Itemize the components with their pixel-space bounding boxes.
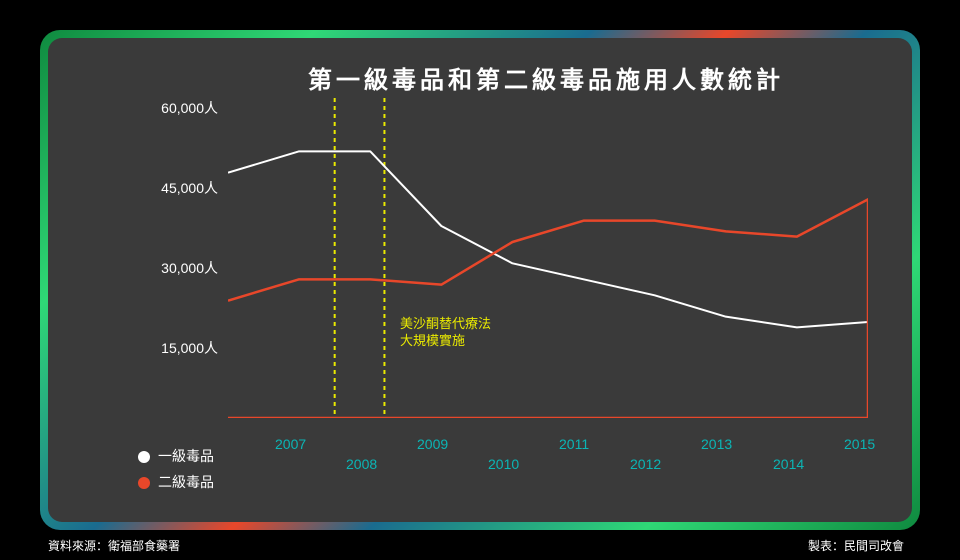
legend-dot-2 [138, 477, 150, 489]
footer-source: 資料來源：衛福部食藥署 [48, 537, 180, 554]
legend-label-2: 二級毒品 [158, 474, 214, 490]
legend-dot-1 [138, 451, 150, 463]
chart-plot [228, 98, 868, 418]
y-tick-45000: 45,000人 [138, 178, 218, 198]
x-tick-2009: 2009 [417, 436, 448, 452]
annotation-line-2: 大規模實施 [400, 333, 491, 350]
x-tick-2015: 2015 [844, 436, 875, 452]
x-tick-2012: 2012 [630, 456, 661, 472]
x-tick-2011: 2011 [559, 436, 589, 452]
footer-credit: 製表：民間司改會 [808, 537, 904, 554]
annotation-line-1: 美沙酮替代療法 [400, 316, 491, 333]
legend-item-2: 二級毒品 [138, 472, 214, 492]
chart-title: 第一級毒品和第二級毒品施用人數統計 [308, 60, 784, 95]
y-tick-60000: 60,000人 [138, 98, 218, 118]
x-tick-2007: 2007 [275, 436, 306, 452]
y-tick-30000: 30,000人 [138, 258, 218, 278]
y-tick-15000: 15,000人 [138, 338, 218, 358]
chart-annotation: 美沙酮替代療法 大規模實施 [400, 316, 491, 350]
x-tick-2008: 2008 [346, 456, 377, 472]
chart-frame: 第一級毒品和第二級毒品施用人數統計 60,000人 45,000人 30,000… [40, 30, 920, 530]
x-tick-2013: 2013 [701, 436, 732, 452]
legend-item-1: 一級毒品 [138, 446, 214, 466]
chart-panel: 第一級毒品和第二級毒品施用人數統計 60,000人 45,000人 30,000… [48, 38, 912, 522]
x-tick-2014: 2014 [773, 456, 804, 472]
x-tick-2010: 2010 [488, 456, 519, 472]
legend-label-1: 一級毒品 [158, 448, 214, 464]
